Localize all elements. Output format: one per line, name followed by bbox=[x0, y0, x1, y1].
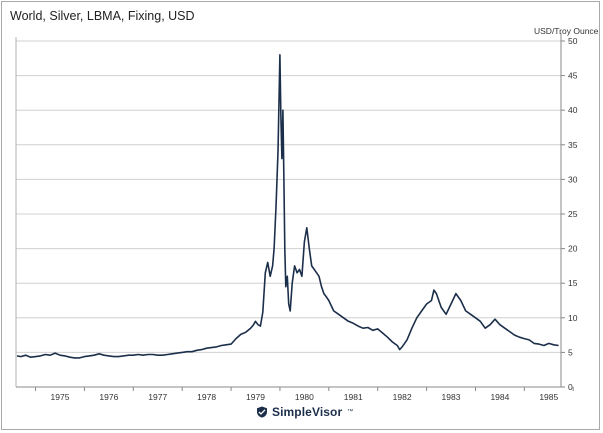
shield-icon bbox=[257, 406, 267, 418]
y-tick-label: 20 bbox=[568, 244, 578, 254]
x-tick-label: 1980 bbox=[295, 392, 314, 402]
x-tick-label: 1985 bbox=[539, 392, 558, 402]
x-tick-label: 1976 bbox=[99, 392, 118, 402]
x-tick-label: 1981 bbox=[344, 392, 363, 402]
chart-title: World, Silver, LBMA, Fixing, USD bbox=[10, 9, 195, 23]
x-tick-label: 1983 bbox=[442, 392, 461, 402]
brand-logo: SimpleVisor ™ bbox=[256, 404, 353, 420]
x-tick-label: 1982 bbox=[393, 392, 412, 402]
x-tick-label: 1984 bbox=[490, 392, 509, 402]
x-tick-label: 1978 bbox=[197, 392, 216, 402]
y-tick-label: 40 bbox=[568, 105, 578, 115]
y-tick-label: 0 bbox=[568, 382, 573, 392]
series-line-silver-price bbox=[16, 53, 559, 359]
brand-name: SimpleVisor bbox=[272, 405, 343, 419]
x-tick-label: 1977 bbox=[148, 392, 167, 402]
y-tick-label: 35 bbox=[568, 140, 578, 150]
brand-trademark: ™ bbox=[347, 409, 354, 415]
y-tick-label: 30 bbox=[568, 174, 578, 184]
x-tick-label: 1979 bbox=[246, 392, 265, 402]
y-tick-label: 5 bbox=[568, 347, 573, 357]
y-tick-label: 45 bbox=[568, 71, 578, 81]
y-axis-unit-label: USD/Troy Ounce bbox=[534, 26, 599, 36]
y-tick-label: 10 bbox=[568, 313, 578, 323]
y-tick-label: 50 bbox=[568, 36, 578, 46]
x-tick-label: 1975 bbox=[51, 392, 70, 402]
y-tick-label: 25 bbox=[568, 209, 578, 219]
y-tick-label: 15 bbox=[568, 278, 578, 288]
